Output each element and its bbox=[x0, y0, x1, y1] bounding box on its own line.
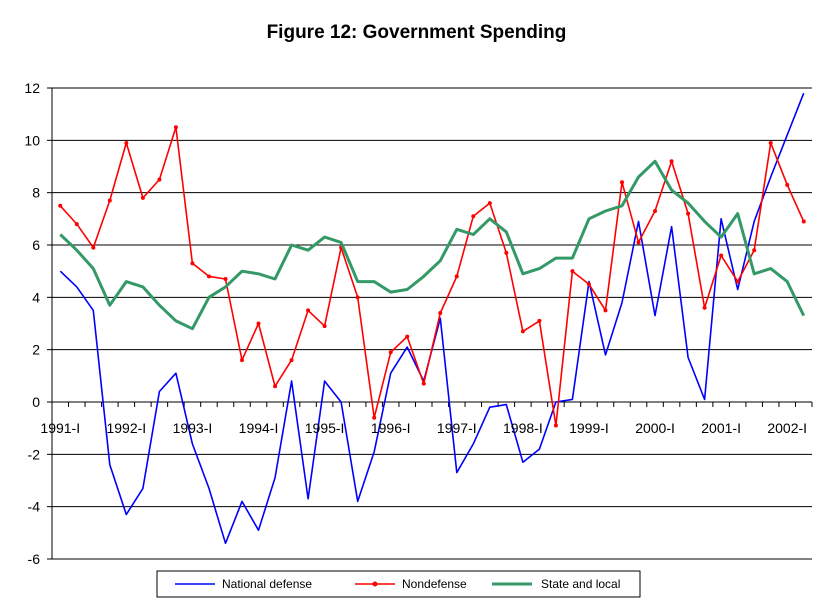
x-tick-label: 1998-I bbox=[503, 420, 543, 436]
y-tick-label: 10 bbox=[24, 132, 40, 148]
data-point bbox=[454, 274, 459, 279]
legend-marker bbox=[372, 581, 378, 587]
y-tick-label: -6 bbox=[28, 551, 41, 567]
data-point bbox=[537, 318, 542, 323]
x-tick-label: 2000-I bbox=[635, 420, 675, 436]
x-tick-labels: 1991-I 1992-I 1993-I 1994-I 1995-I 1996-I 1997… bbox=[40, 420, 807, 436]
data-point bbox=[140, 195, 145, 200]
data-point bbox=[124, 140, 129, 145]
data-point bbox=[256, 321, 261, 326]
data-point bbox=[388, 350, 393, 355]
series-nondefense bbox=[58, 125, 806, 428]
data-point bbox=[405, 334, 410, 339]
series-line bbox=[59, 126, 805, 427]
data-point bbox=[240, 358, 244, 363]
y-tick-label: 4 bbox=[32, 289, 40, 305]
data-point bbox=[636, 240, 641, 245]
x-tick-label: 2001-I bbox=[701, 420, 741, 436]
data-point bbox=[372, 415, 377, 420]
legend: National defense Nondefense State and loca… bbox=[156, 570, 641, 598]
x-tick-label: 1995-I bbox=[305, 420, 345, 436]
y-tick-labels: 12 10 8 6 4 2 0 -2 -4 -6 bbox=[24, 80, 40, 567]
data-point bbox=[553, 423, 558, 428]
grid-lines bbox=[52, 87, 812, 560]
legend-item: State and local bbox=[492, 577, 620, 591]
data-point bbox=[719, 253, 724, 258]
data-point bbox=[471, 214, 476, 219]
data-point bbox=[686, 211, 691, 216]
series-line bbox=[59, 159, 806, 331]
y-tick-label: 2 bbox=[32, 342, 40, 358]
data-point bbox=[669, 159, 674, 164]
data-point bbox=[157, 177, 162, 182]
data-point bbox=[58, 203, 63, 208]
data-point bbox=[421, 381, 426, 386]
data-point bbox=[735, 279, 740, 284]
data-point bbox=[653, 208, 658, 213]
data-point bbox=[752, 248, 757, 253]
data-point bbox=[504, 250, 509, 255]
chart-title: Figure 12: Government Spending bbox=[266, 22, 567, 43]
x-tick-label: 2002-I bbox=[767, 420, 807, 436]
legend-item: National defense bbox=[175, 577, 312, 591]
data-point bbox=[520, 329, 525, 334]
legend-label: State and local bbox=[541, 577, 620, 591]
y-tick-label: 6 bbox=[32, 237, 40, 253]
data-point bbox=[173, 125, 178, 130]
data-point bbox=[273, 384, 278, 389]
y-tick-label: -2 bbox=[28, 446, 41, 462]
x-tick-label: 1993-I bbox=[173, 420, 213, 436]
data-point bbox=[487, 201, 492, 206]
data-point bbox=[785, 182, 790, 187]
data-point bbox=[91, 245, 96, 250]
data-point bbox=[223, 277, 228, 282]
axes bbox=[47, 87, 813, 560]
y-tick-label: 12 bbox=[24, 80, 40, 96]
data-point bbox=[603, 308, 608, 313]
data-point bbox=[801, 219, 806, 224]
legend-label: National defense bbox=[222, 577, 312, 591]
data-point bbox=[206, 274, 211, 279]
data-point bbox=[438, 311, 443, 316]
legend-label: Nondefense bbox=[402, 577, 467, 591]
data-point bbox=[306, 308, 311, 313]
x-tick-label: 1999-I bbox=[569, 420, 609, 436]
y-tick-label: 8 bbox=[32, 185, 40, 201]
y-tick-label: 0 bbox=[32, 394, 40, 410]
x-tick-label: 1992-I bbox=[106, 420, 146, 436]
data-point bbox=[322, 324, 327, 329]
data-point bbox=[74, 222, 79, 227]
data-point bbox=[107, 198, 112, 203]
data-point bbox=[702, 305, 707, 310]
series-state-and-local bbox=[59, 159, 806, 331]
y-tick-label: -4 bbox=[28, 499, 41, 515]
data-point bbox=[570, 269, 575, 274]
legend-box bbox=[156, 570, 641, 598]
series-lines bbox=[58, 92, 806, 545]
data-point bbox=[289, 358, 294, 363]
x-tick-label: 1997-I bbox=[437, 420, 477, 436]
x-tick-label: 1991-I bbox=[40, 420, 80, 436]
data-point bbox=[355, 295, 360, 300]
data-point bbox=[586, 282, 591, 287]
data-point bbox=[620, 180, 624, 185]
x-tick-label: 1996-I bbox=[371, 420, 411, 436]
data-point bbox=[768, 140, 773, 145]
data-point bbox=[190, 261, 195, 266]
legend-item: Nondefense bbox=[355, 577, 467, 591]
x-tick-label: 1994-I bbox=[239, 420, 279, 436]
